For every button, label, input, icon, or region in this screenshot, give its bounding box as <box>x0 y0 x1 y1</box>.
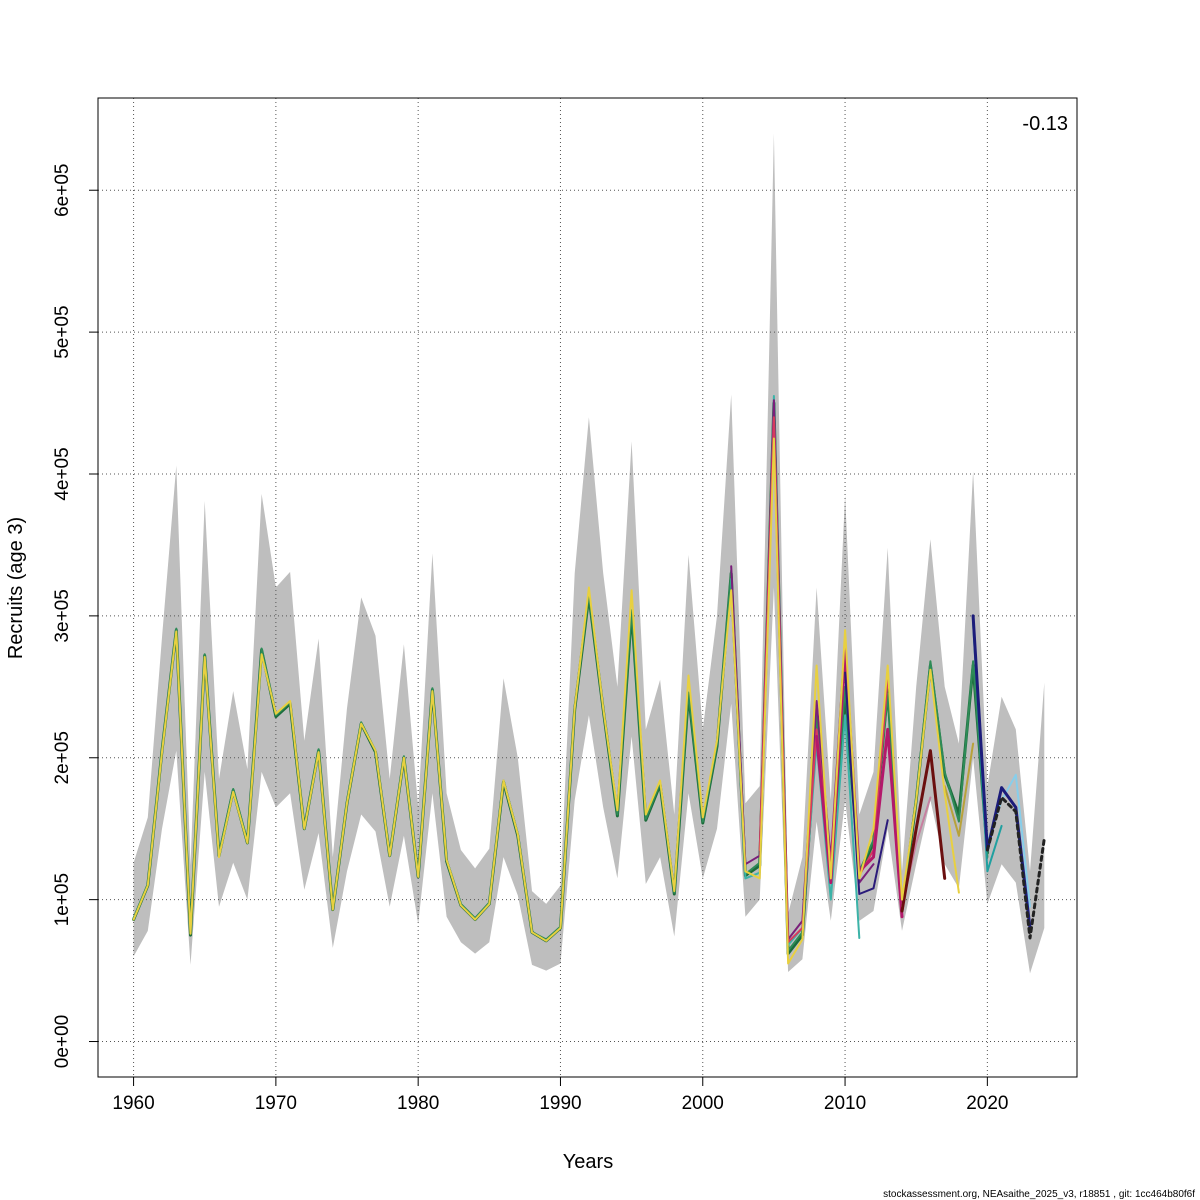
x-axis-title: Years <box>563 1151 613 1173</box>
series-line-10 <box>943 742 975 837</box>
axis-layer: 1960 1970 1980 1990 2000 2010 2020 0e+00 1e+05 2e… <box>52 164 1008 1114</box>
plot-frame <box>97 97 1078 1078</box>
x-tick-label: 1980 <box>397 1093 439 1114</box>
y-tick-label: 5e+05 <box>52 305 73 358</box>
x-tick-label: 1970 <box>255 1093 297 1114</box>
y-axis-title: Recruits (age 3) <box>5 517 27 659</box>
y-tick-label: 3e+05 <box>52 589 73 642</box>
y-tick-label: 6e+05 <box>52 164 73 217</box>
y-tick-label: 4e+05 <box>52 447 73 500</box>
y-tick-label: 2e+05 <box>52 731 73 784</box>
x-tick-label: 1960 <box>112 1093 154 1114</box>
series-line-11 <box>132 437 960 965</box>
footer-credit: stockassessment.org, NEAsaithe_2025_v3, … <box>883 1189 1195 1200</box>
series-layer <box>132 395 1046 965</box>
series-line-15 <box>985 796 1046 940</box>
series-line-7 <box>844 671 889 895</box>
y-tick-label: 1e+05 <box>52 873 73 926</box>
confidence-band-layer <box>133 133 1045 974</box>
x-tick-label: 2020 <box>966 1093 1008 1114</box>
annotation-value: -0.13 <box>1022 113 1068 135</box>
x-tick-label: 2000 <box>682 1093 724 1114</box>
x-tick-label: 2010 <box>824 1093 866 1114</box>
confidence-band <box>133 133 1045 974</box>
y-tick-label: 0e+00 <box>52 1015 73 1068</box>
series-line-9 <box>900 749 947 913</box>
x-tick-label: 1990 <box>539 1093 581 1114</box>
